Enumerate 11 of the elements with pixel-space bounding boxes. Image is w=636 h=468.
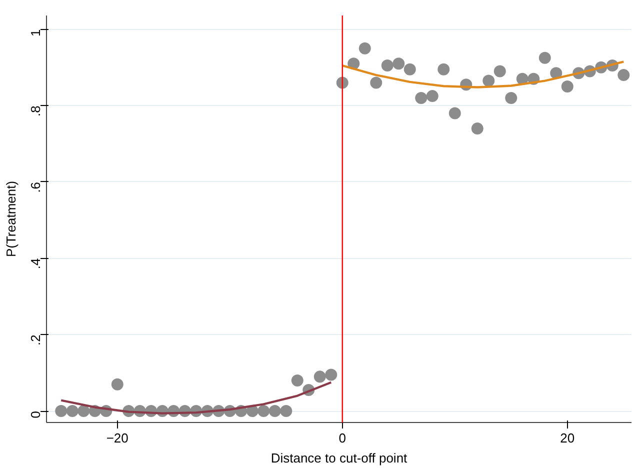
- y-tick-label: .8: [28, 106, 43, 116]
- x-tick-label: −20: [106, 430, 128, 446]
- y-tick-label: 0: [28, 411, 43, 418]
- x-tick-label: 20: [560, 430, 575, 446]
- x-tick-label: 0: [338, 430, 346, 446]
- y-tick-label: .2: [28, 334, 43, 346]
- y-axis-title: P(Treatment): [4, 180, 18, 258]
- y-tick-label: 1: [28, 29, 43, 36]
- x-axis-title: Distance to cut-off point: [270, 450, 408, 466]
- y-tick-label: .6: [28, 182, 43, 193]
- y-tick-label: .4: [28, 258, 43, 270]
